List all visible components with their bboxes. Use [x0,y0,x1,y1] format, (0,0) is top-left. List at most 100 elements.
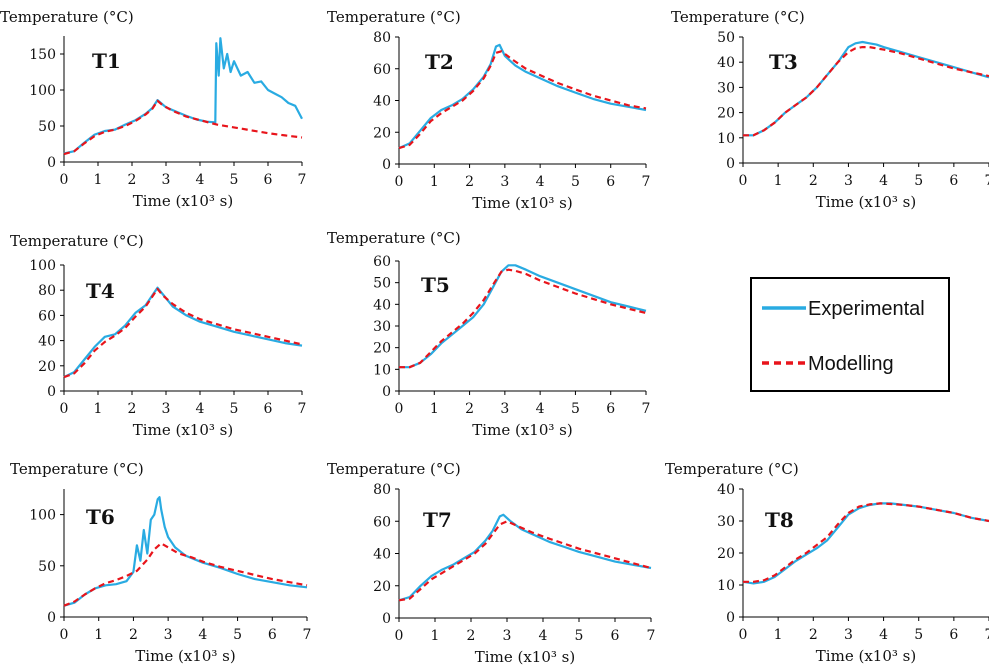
y-tick-label: 30 [717,80,735,96]
legend-frame [750,277,950,392]
x-tick-label: 4 [536,401,545,417]
x-axis-title: Time (x10³ s) [816,647,916,665]
x-tick-label: 7 [642,401,651,417]
x-tick-label: 6 [268,627,277,643]
chart-panel-t7: 0 20 40 60 80 0 1 2 3 4 5 6 7 Temperature (°C) Time (x… [327,460,655,666]
y-axis-title: Temperature (°C) [671,8,805,26]
y-tick-label: 20 [373,125,391,141]
x-tick-label: 4 [198,627,207,643]
x-tick-label: 1 [94,627,103,643]
x-tick-label: 6 [264,401,273,417]
x-tick-label: 0 [739,173,748,189]
y-tick-label: 50 [717,30,735,46]
y-tick-label: 60 [373,514,391,530]
x-tick-label: 1 [774,173,783,189]
y-tick-label: 40 [717,482,735,498]
x-tick-label: 3 [500,174,509,190]
y-tick-label: 20 [38,359,56,375]
series-modelling-line [398,520,652,602]
x-tick-label: 6 [606,174,615,190]
x-tick-label: 6 [264,172,273,188]
series-experimental-line [63,496,308,607]
x-tick-label: 2 [128,172,137,188]
x-tick-label: 4 [196,172,205,188]
series-modelling-line [399,268,647,369]
series-modelling-line [743,502,989,583]
y-tick-label: 10 [373,362,391,378]
y-tick-label: 0 [726,610,735,626]
y-tick-label: 20 [373,579,391,595]
panel-label: T1 [92,49,121,73]
y-tick-label: 40 [38,334,56,350]
series-experimental-line [398,43,647,150]
x-tick-label: 0 [395,401,404,417]
x-tick-label: 2 [467,628,476,644]
x-tick-label: 7 [298,172,307,188]
chart-panel-t8: 0 10 20 30 40 0 1 2 3 4 5 6 7 Temperature (°C) Time (x… [665,460,989,665]
x-tick-label: 5 [914,173,923,189]
x-tick-label: 5 [233,627,242,643]
x-tick-label: 3 [162,172,171,188]
y-tick-label: 50 [38,119,56,135]
x-tick-label: 1 [430,174,439,190]
x-tick-label: 2 [129,627,138,643]
legend: Experimental Modelling [750,277,950,392]
x-tick-label: 5 [230,401,239,417]
panel-label: T2 [425,50,454,74]
y-tick-label: 40 [717,55,735,71]
y-tick-label: 0 [47,384,56,400]
series-modelling-line [63,542,308,607]
series-modelling-line [63,287,303,379]
x-tick-label: 1 [430,401,439,417]
x-tick-label: 3 [844,173,853,189]
y-tick-label: 20 [717,106,735,122]
x-tick-label: 1 [94,172,103,188]
series-modelling-line [743,45,989,137]
x-tick-label: 4 [536,174,545,190]
y-tick-label: 0 [47,610,56,626]
y-tick-label: 0 [726,156,735,172]
x-tick-label: 2 [465,401,474,417]
y-axis-title: Temperature (°C) [327,229,461,247]
y-axis-title: Temperature (°C) [327,8,461,26]
x-tick-label: 5 [571,174,580,190]
series-experimental-line [398,513,652,602]
x-tick-label: 1 [774,627,783,643]
y-tick-label: 30 [717,514,735,530]
chart-panel-t5: 0 10 20 30 40 50 60 0 1 2 3 4 5 6 7 Temperature (°C) Tim… [327,229,650,439]
x-tick-label: 3 [162,401,171,417]
y-tick-label: 40 [373,94,391,110]
y-tick-label: 10 [717,131,735,147]
y-tick-label: 20 [717,546,735,562]
x-tick-label: 6 [949,173,958,189]
y-tick-label: 40 [373,547,391,563]
x-tick-label: 7 [303,627,312,643]
x-tick-label: 6 [606,401,615,417]
x-tick-label: 6 [949,627,958,643]
x-tick-label: 4 [879,173,888,189]
x-tick-label: 0 [60,627,69,643]
y-tick-label: 40 [373,297,391,313]
panel-label: T3 [769,50,798,74]
x-tick-label: 0 [395,628,404,644]
x-axis-title: Time (x10³ s) [475,648,575,666]
x-tick-label: 7 [647,628,656,644]
y-tick-label: 50 [38,559,56,575]
y-tick-label: 100 [29,83,56,99]
x-tick-label: 4 [879,627,888,643]
y-tick-label: 60 [38,308,56,324]
y-tick-label: 60 [373,254,391,270]
x-tick-label: 4 [539,628,548,644]
chart-panel-t2: 0 20 40 60 80 0 1 2 3 4 5 6 7 Temperature (°C) Time (x… [327,8,650,212]
x-tick-label: 7 [985,627,989,643]
x-tick-label: 3 [503,628,512,644]
x-tick-label: 5 [230,172,239,188]
x-tick-label: 5 [571,401,580,417]
x-tick-label: 0 [60,401,69,417]
y-axis-title: Temperature (°C) [665,460,799,478]
x-tick-label: 0 [739,627,748,643]
y-tick-label: 150 [29,47,56,63]
y-tick-label: 0 [382,384,391,400]
x-tick-label: 2 [465,174,474,190]
